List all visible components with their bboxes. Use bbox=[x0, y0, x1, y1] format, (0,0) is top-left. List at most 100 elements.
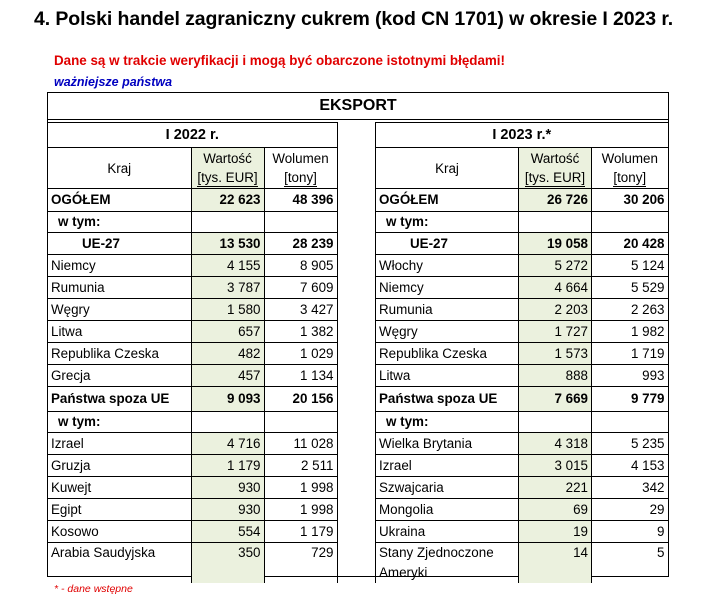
volume-cell: 5 529 bbox=[591, 276, 668, 299]
table-row: Stany Zjednoczone Ameryki 14 5 bbox=[375, 542, 668, 583]
wtym-label: w tym: bbox=[375, 211, 519, 233]
eu-label: UE-27 bbox=[48, 232, 192, 255]
eu-value: 13 530 bbox=[190, 232, 265, 255]
volume-cell: 8 905 bbox=[263, 254, 338, 277]
table-row: Rumunia 3 787 7 609 bbox=[48, 276, 338, 299]
value-cell: 2 203 bbox=[518, 298, 592, 321]
country-cell: Wielka Brytania bbox=[375, 432, 519, 455]
value-cell: 14 bbox=[518, 542, 592, 583]
table-row: Egipt 930 1 998 bbox=[48, 498, 338, 521]
total-volume: 48 396 bbox=[263, 188, 338, 212]
volume-cell: 342 bbox=[591, 476, 668, 499]
value-cell: 4 318 bbox=[518, 432, 592, 455]
col-volume: Wolumen [tony] bbox=[263, 147, 338, 189]
value-cell: 1 580 bbox=[190, 298, 265, 321]
country-cell: Szwajcaria bbox=[375, 476, 519, 499]
column-header-row: Kraj Wartość [tys. EUR] Wolumen [tony] bbox=[375, 147, 668, 189]
total-label: OGÓŁEM bbox=[375, 188, 519, 212]
volume-cell: 1 982 bbox=[591, 320, 668, 343]
period-label: I 2022 r. bbox=[48, 122, 338, 148]
value-cell: 930 bbox=[190, 498, 265, 521]
country-cell: Rumunia bbox=[375, 298, 519, 321]
col-volume-label: Wolumen bbox=[601, 151, 658, 166]
table-row: Włochy 5 272 5 124 bbox=[375, 254, 668, 277]
table-row: Kosowo 554 1 179 bbox=[48, 520, 338, 543]
col-volume-unit: [tony] bbox=[613, 170, 647, 187]
table-row: Kuwejt 930 1 998 bbox=[48, 476, 338, 499]
non-eu-volume: 9 779 bbox=[591, 386, 668, 412]
wtym-row: w tym: bbox=[48, 411, 338, 433]
volume-cell: 1 179 bbox=[263, 520, 338, 543]
country-cell: Włochy bbox=[375, 254, 519, 277]
eu-value: 19 058 bbox=[518, 232, 592, 255]
page-title: 4. Polski handel zagraniczny cukrem (kod… bbox=[34, 8, 674, 30]
country-cell: Republika Czeska bbox=[48, 342, 192, 365]
value-cell: 1 573 bbox=[518, 342, 592, 365]
volume-cell: 2 263 bbox=[591, 298, 668, 321]
volume-cell: 11 028 bbox=[263, 432, 338, 455]
table-row: Grecja 457 1 134 bbox=[48, 364, 338, 387]
warning-text: Dane są w trakcie weryfikacji i mogą być… bbox=[54, 53, 505, 68]
table-row: Wielka Brytania 4 318 5 235 bbox=[375, 432, 668, 455]
country-cell: Kuwejt bbox=[48, 476, 192, 499]
wtym-row: w tym: bbox=[48, 211, 338, 233]
col-value: Wartość [tys. EUR] bbox=[190, 147, 265, 189]
volume-cell: 1 998 bbox=[263, 476, 338, 499]
value-cell: 930 bbox=[190, 476, 265, 499]
table-row: Szwajcaria 221 342 bbox=[375, 476, 668, 499]
col-value: Wartość [tys. EUR] bbox=[518, 147, 592, 189]
total-row: OGÓŁEM 22 623 48 396 bbox=[48, 188, 338, 212]
value-cell: 657 bbox=[190, 320, 265, 343]
period-header: I 2023 r.* bbox=[375, 122, 668, 148]
col-volume-unit: [tony] bbox=[284, 170, 317, 187]
table-row: Rumunia 2 203 2 263 bbox=[375, 298, 668, 321]
eu-row: UE-27 19 058 20 428 bbox=[375, 232, 668, 255]
volume-cell: 5 235 bbox=[591, 432, 668, 455]
eu-volume: 20 428 bbox=[591, 232, 668, 255]
value-cell: 350 bbox=[190, 542, 265, 583]
wtym-row: w tym: bbox=[375, 211, 668, 233]
value-cell: 19 bbox=[518, 520, 592, 543]
non-eu-value: 7 669 bbox=[518, 386, 592, 412]
volume-cell: 7 609 bbox=[263, 276, 338, 299]
country-cell: Mongolia bbox=[375, 498, 519, 521]
table-row: Węgry 1 580 3 427 bbox=[48, 298, 338, 321]
volume-cell: 29 bbox=[591, 498, 668, 521]
table-row: Węgry 1 727 1 982 bbox=[375, 320, 668, 343]
table-row: Mongolia 69 29 bbox=[375, 498, 668, 521]
volume-cell: 5 bbox=[591, 542, 668, 583]
total-value: 26 726 bbox=[518, 188, 592, 212]
non-eu-value: 9 093 bbox=[190, 386, 265, 412]
volume-cell: 1 134 bbox=[263, 364, 338, 387]
volume-cell: 4 153 bbox=[591, 454, 668, 477]
value-cell: 457 bbox=[190, 364, 265, 387]
col-volume-label: Wolumen bbox=[272, 151, 329, 166]
country-cell: Kosowo bbox=[48, 520, 192, 543]
country-cell: Węgry bbox=[375, 320, 519, 343]
non-eu-row: Państwa spoza UE 9 093 20 156 bbox=[48, 386, 338, 412]
country-cell: Izrael bbox=[48, 432, 192, 455]
volume-cell: 1 029 bbox=[263, 342, 338, 365]
non-eu-volume: 20 156 bbox=[263, 386, 338, 412]
non-eu-label: Państwa spoza UE bbox=[48, 386, 192, 412]
eu-label: UE-27 bbox=[375, 232, 519, 255]
volume-cell: 3 427 bbox=[263, 298, 338, 321]
table-row: Niemcy 4 155 8 905 bbox=[48, 254, 338, 277]
value-cell: 69 bbox=[518, 498, 592, 521]
col-value-label: Wartość bbox=[203, 151, 252, 166]
non-eu-row: Państwa spoza UE 7 669 9 779 bbox=[375, 386, 668, 412]
total-volume: 30 206 bbox=[591, 188, 668, 212]
period-label: I 2023 r.* bbox=[375, 122, 668, 148]
total-label: OGÓŁEM bbox=[48, 188, 192, 212]
value-cell: 4 155 bbox=[190, 254, 265, 277]
table-title: EKSPORT bbox=[319, 97, 397, 114]
volume-cell: 1 998 bbox=[263, 498, 338, 521]
title-divider bbox=[48, 119, 668, 120]
volume-cell: 993 bbox=[591, 364, 668, 387]
table-frame bbox=[47, 92, 669, 577]
table-row: Niemcy 4 664 5 529 bbox=[375, 276, 668, 299]
table-row: Izrael 3 015 4 153 bbox=[375, 454, 668, 477]
value-cell: 3 015 bbox=[518, 454, 592, 477]
table-row: Arabia Saudyjska 350 729 bbox=[48, 542, 338, 583]
country-cell: Arabia Saudyjska bbox=[48, 542, 192, 583]
